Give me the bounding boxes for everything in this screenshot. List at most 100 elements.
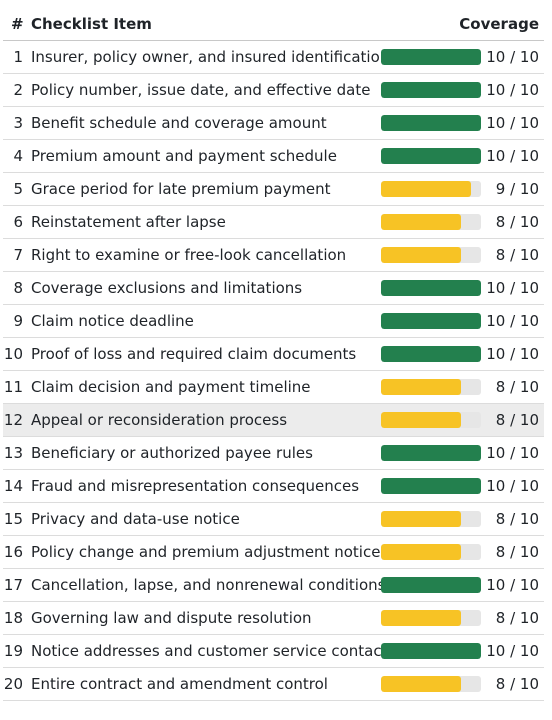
coverage-bar-fill <box>381 148 481 164</box>
row-number: 3 <box>13 114 23 132</box>
coverage-score: 8 / 10 <box>495 213 539 231</box>
row-number: 6 <box>13 213 23 231</box>
checklist-item-label: Reinstatement after lapse <box>31 213 226 231</box>
checklist-item-label: Policy change and premium adjustment not… <box>31 543 381 561</box>
table-row[interactable]: 20 Entire contract and amendment control 8… <box>3 668 544 701</box>
table-row[interactable]: 8 Coverage exclusions and limitations 10 /… <box>3 272 544 305</box>
coverage-bar-fill <box>381 346 481 362</box>
row-number: 13 <box>3 444 23 462</box>
row-number: 9 <box>13 312 23 330</box>
coverage-bar <box>381 379 481 395</box>
row-number: 1 <box>13 48 23 66</box>
header-number: # <box>11 15 24 33</box>
table-row[interactable]: 13 Beneficiary or authorized payee rules 1… <box>3 437 544 470</box>
coverage-score: 8 / 10 <box>495 246 539 264</box>
row-number: 4 <box>13 147 23 165</box>
row-number: 15 <box>3 510 23 528</box>
coverage-score: 10 / 10 <box>486 444 539 462</box>
table-row[interactable]: 5 Grace period for late premium payment 9 … <box>3 173 544 206</box>
checklist-item-label: Privacy and data-use notice <box>31 510 240 528</box>
coverage-bar <box>381 478 481 494</box>
row-number: 18 <box>3 609 23 627</box>
checklist-item-label: Coverage exclusions and limitations <box>31 279 303 297</box>
coverage-score: 10 / 10 <box>486 48 539 66</box>
coverage-bar-fill <box>381 412 461 428</box>
coverage-score: 8 / 10 <box>495 378 539 396</box>
coverage-bar-fill <box>381 676 461 692</box>
coverage-bar-fill <box>381 478 481 494</box>
table-row[interactable]: 15 Privacy and data-use notice 8 / 10 <box>3 503 544 536</box>
coverage-bar <box>381 115 481 131</box>
coverage-bar <box>381 445 481 461</box>
checklist-table: # Checklist Item Coverage 1 Insurer, poli… <box>3 7 544 701</box>
table-row[interactable]: 3 Benefit schedule and coverage amount 10 … <box>3 107 544 140</box>
checklist-item-label: Policy number, issue date, and effective… <box>31 81 371 99</box>
coverage-bar <box>381 511 481 527</box>
table-header: # Checklist Item Coverage <box>3 7 544 41</box>
coverage-score: 8 / 10 <box>495 675 539 693</box>
checklist-item-label: Entire contract and amendment control <box>31 675 328 693</box>
coverage-bar-fill <box>381 544 461 560</box>
table-row[interactable]: 16 Policy change and premium adjustment n… <box>3 536 544 569</box>
coverage-bar-fill <box>381 280 481 296</box>
coverage-bar <box>381 280 481 296</box>
coverage-bar <box>381 346 481 362</box>
coverage-bar-fill <box>381 577 481 593</box>
coverage-bar-fill <box>381 511 461 527</box>
table-row[interactable]: 2 Policy number, issue date, and effectiv… <box>3 74 544 107</box>
checklist-item-label: Premium amount and payment schedule <box>31 147 337 165</box>
coverage-bar <box>381 544 481 560</box>
coverage-bar <box>381 313 481 329</box>
coverage-score: 10 / 10 <box>486 279 539 297</box>
row-number: 16 <box>3 543 23 561</box>
coverage-bar <box>381 676 481 692</box>
coverage-score: 10 / 10 <box>486 81 539 99</box>
row-number: 14 <box>3 477 23 495</box>
row-number: 11 <box>3 378 23 396</box>
table-row[interactable]: 6 Reinstatement after lapse 8 / 10 <box>3 206 544 239</box>
row-number: 10 <box>3 345 23 363</box>
coverage-bar-fill <box>381 82 481 98</box>
table-row[interactable]: 12 Appeal or reconsideration process 8 / 1… <box>3 404 544 437</box>
coverage-bar-fill <box>381 115 481 131</box>
checklist-item-label: Claim notice deadline <box>31 312 194 330</box>
row-number: 5 <box>13 180 23 198</box>
coverage-score: 10 / 10 <box>486 147 539 165</box>
checklist-item-label: Claim decision and payment timeline <box>31 378 311 396</box>
checklist-item-label: Notice addresses and customer service co… <box>31 642 396 660</box>
table-row[interactable]: 1 Insurer, policy owner, and insured iden… <box>3 41 544 74</box>
coverage-bar <box>381 82 481 98</box>
coverage-bar-fill <box>381 643 481 659</box>
coverage-bar <box>381 148 481 164</box>
coverage-score: 10 / 10 <box>486 477 539 495</box>
checklist-item-label: Appeal or reconsideration process <box>31 411 288 429</box>
coverage-score: 8 / 10 <box>495 543 539 561</box>
coverage-bar-fill <box>381 214 461 230</box>
table-row[interactable]: 17 Cancellation, lapse, and nonrenewal co… <box>3 569 544 602</box>
table-row[interactable]: 9 Claim notice deadline 10 / 10 <box>3 305 544 338</box>
coverage-bar <box>381 181 481 197</box>
row-number: 20 <box>3 675 23 693</box>
coverage-bar-fill <box>381 247 461 263</box>
table-row[interactable]: 10 Proof of loss and required claim docum… <box>3 338 544 371</box>
header-checklist-item: Checklist Item <box>31 15 152 33</box>
table-row[interactable]: 4 Premium amount and payment schedule 10 /… <box>3 140 544 173</box>
coverage-score: 8 / 10 <box>495 411 539 429</box>
row-number: 7 <box>13 246 23 264</box>
checklist-item-label: Cancellation, lapse, and nonrenewal cond… <box>31 576 386 594</box>
row-number: 8 <box>13 279 23 297</box>
coverage-bar-fill <box>381 445 481 461</box>
table-row[interactable]: 19 Notice addresses and customer service … <box>3 635 544 668</box>
table-row[interactable]: 14 Fraud and misrepresentation consequenc… <box>3 470 544 503</box>
row-number: 17 <box>3 576 23 594</box>
coverage-score: 10 / 10 <box>486 114 539 132</box>
coverage-score: 10 / 10 <box>486 576 539 594</box>
coverage-bar-fill <box>381 49 481 65</box>
coverage-bar <box>381 214 481 230</box>
table-row[interactable]: 11 Claim decision and payment timeline 8 /… <box>3 371 544 404</box>
table-row[interactable]: 7 Right to examine or free-look cancellat… <box>3 239 544 272</box>
coverage-bar-fill <box>381 181 471 197</box>
checklist-item-label: Grace period for late premium payment <box>31 180 331 198</box>
coverage-bar <box>381 643 481 659</box>
table-row[interactable]: 18 Governing law and dispute resolution 8 … <box>3 602 544 635</box>
